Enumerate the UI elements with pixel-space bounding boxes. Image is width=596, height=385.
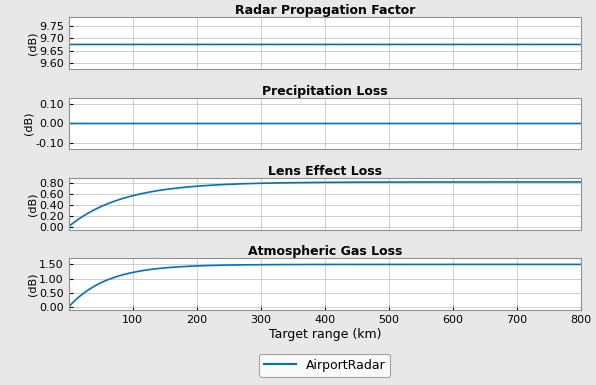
Title: Atmospheric Gas Loss: Atmospheric Gas Loss [247, 245, 402, 258]
Y-axis label: (dB): (dB) [27, 272, 38, 296]
Title: Precipitation Loss: Precipitation Loss [262, 85, 387, 97]
Title: Lens Effect Loss: Lens Effect Loss [268, 165, 382, 178]
Y-axis label: (dB): (dB) [27, 32, 38, 55]
Y-axis label: (dB): (dB) [27, 192, 38, 216]
Y-axis label: (dB): (dB) [24, 112, 33, 135]
X-axis label: Target range (km): Target range (km) [269, 328, 381, 341]
Title: Radar Propagation Factor: Radar Propagation Factor [235, 4, 415, 17]
Legend: AirportRadar: AirportRadar [259, 354, 390, 377]
